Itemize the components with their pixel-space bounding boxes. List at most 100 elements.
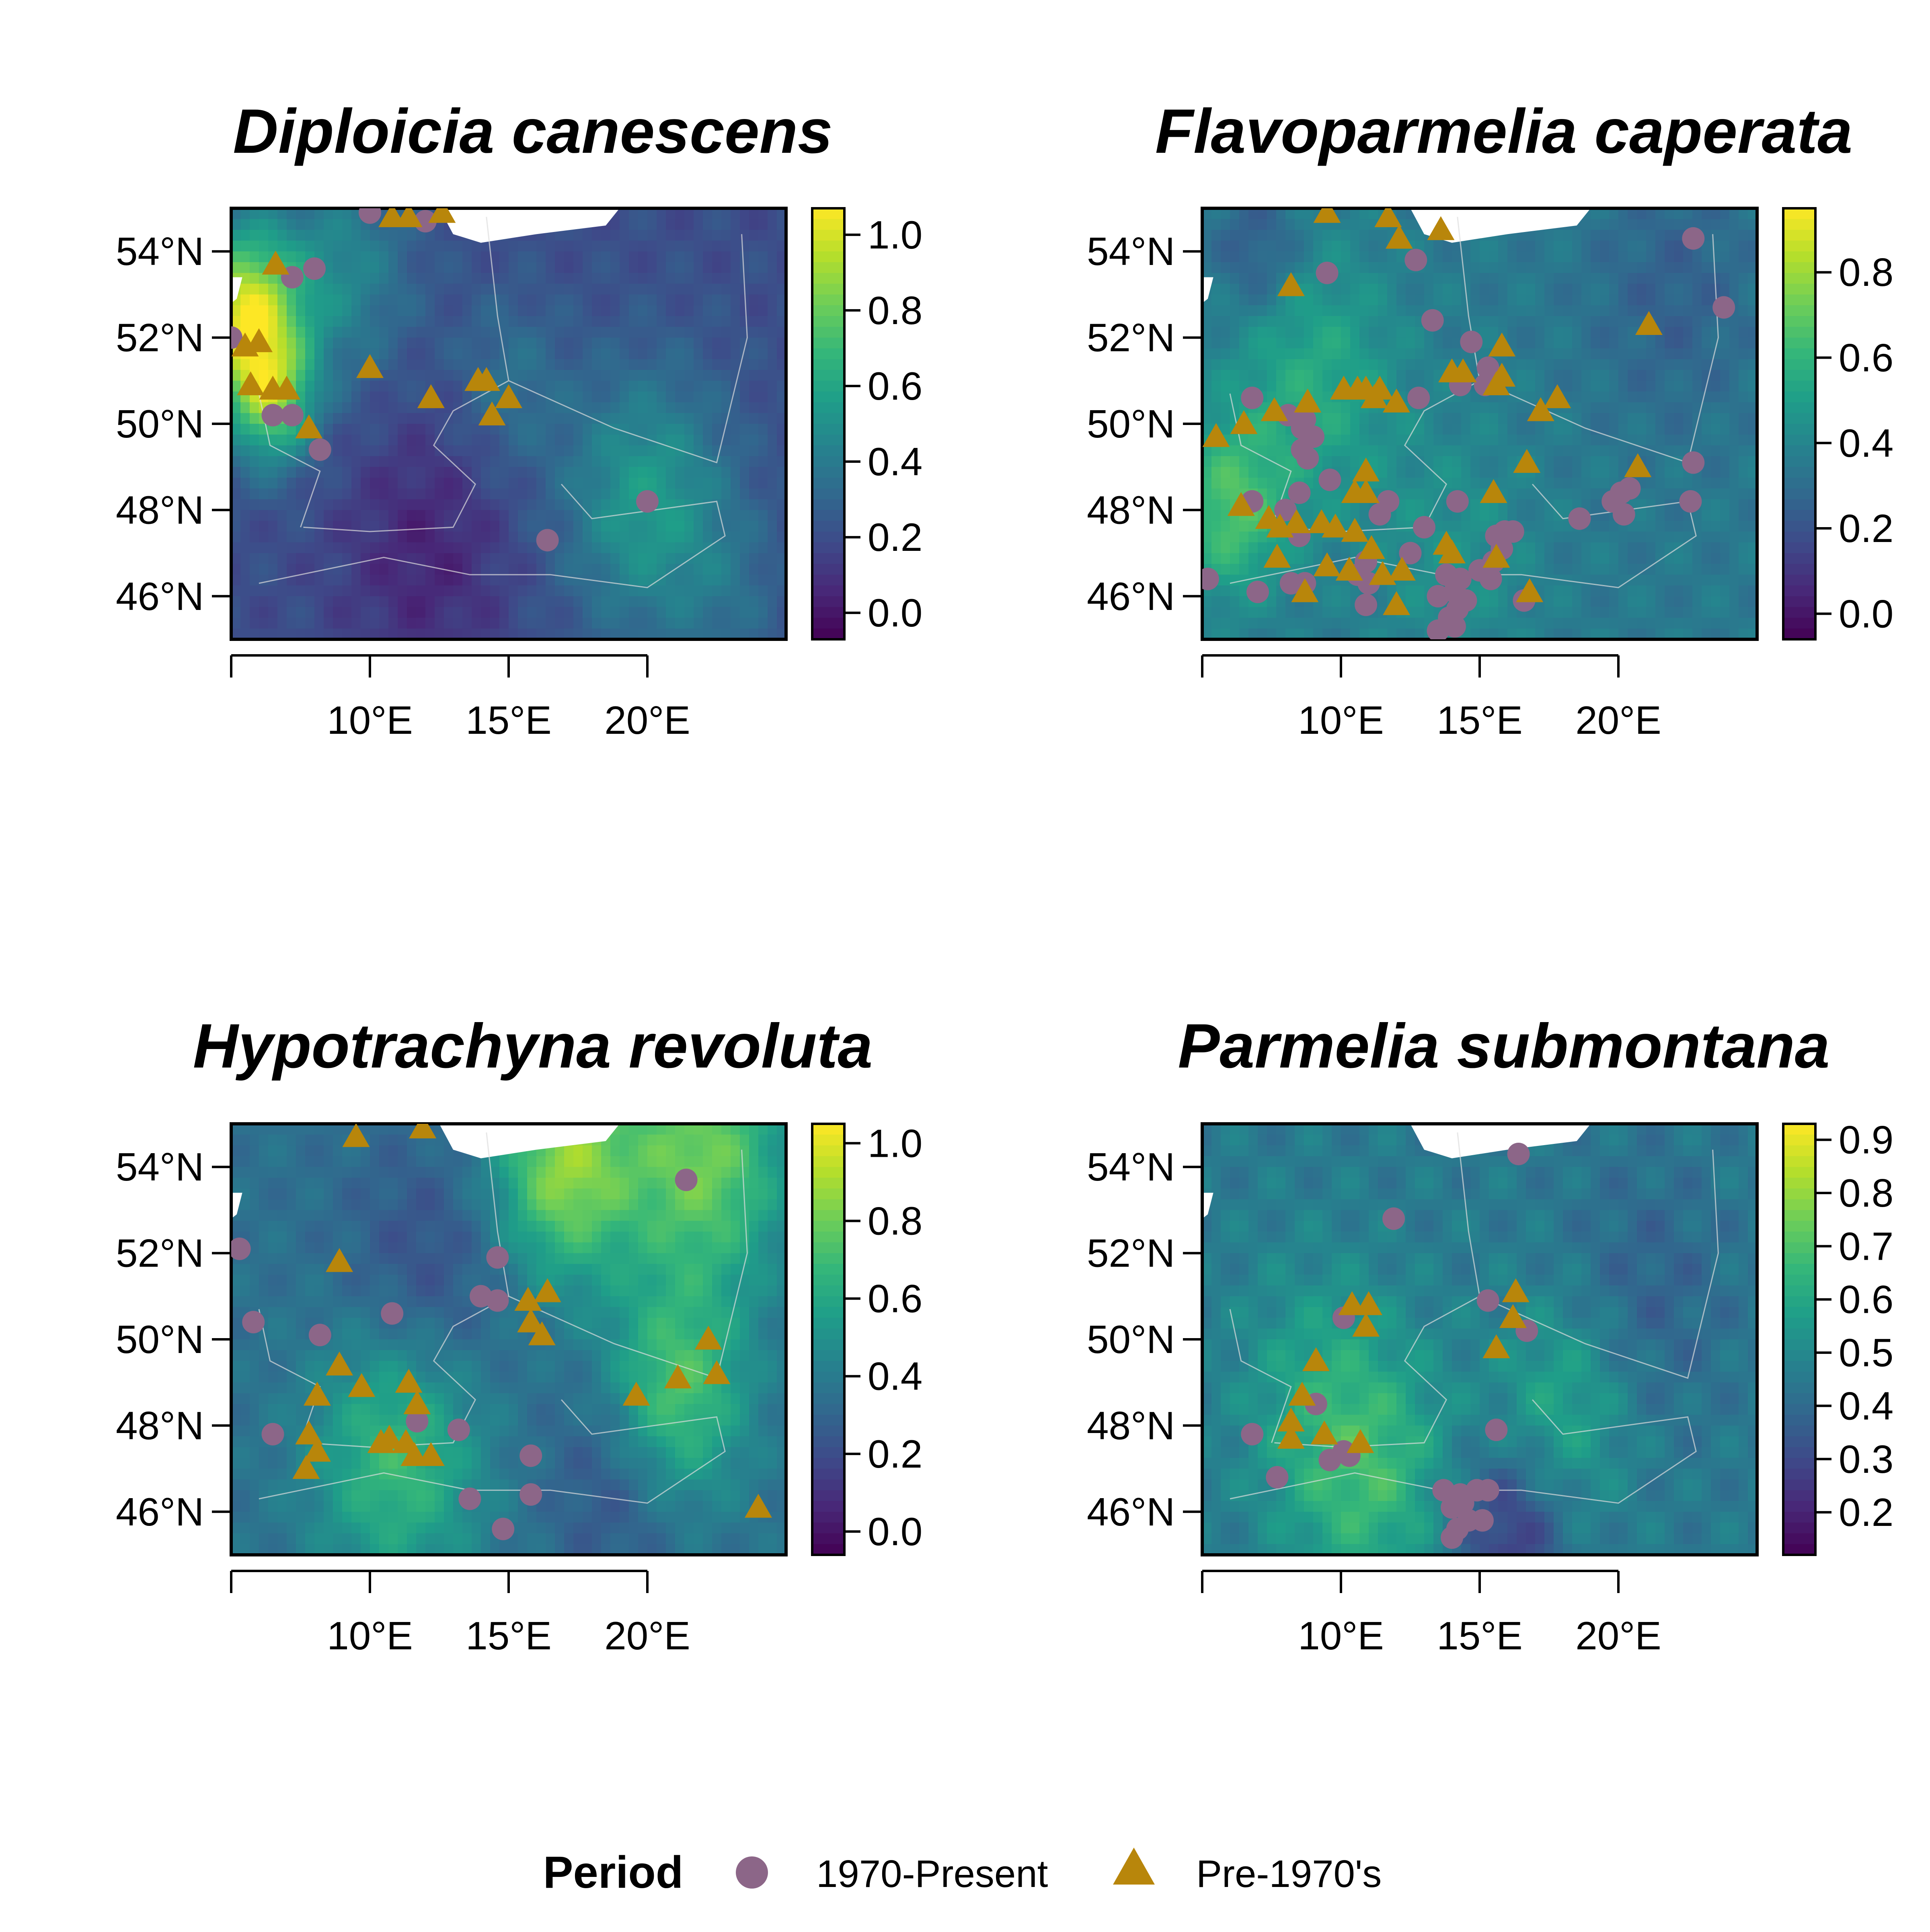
occurrence-1970-present <box>1241 1423 1263 1445</box>
occurrence-1970-present <box>486 1289 509 1312</box>
y-axis: 54°N52°N50°N48°N46°N <box>1087 1145 1202 1534</box>
x-tick-label: 20°E <box>604 1614 690 1658</box>
y-tick-label: 48°N <box>1087 1403 1175 1447</box>
y-tick-label: 46°N <box>116 574 204 618</box>
occurrence-1970-present <box>1404 249 1427 271</box>
occurrence-1970-present <box>1355 593 1377 616</box>
occurrence-1970-present <box>1296 447 1319 470</box>
occurrence-1970-present <box>492 1518 514 1540</box>
y-tick-label: 54°N <box>1087 1145 1175 1189</box>
colorbar-tick-label: 0.0 <box>868 1509 922 1554</box>
y-axis: 54°N52°N50°N48°N46°N <box>116 1145 231 1534</box>
occurrence-1970-present <box>1197 568 1219 590</box>
occurrence-1970-present <box>1246 581 1269 603</box>
occurrence-1970-present <box>1413 516 1435 538</box>
legend-circle-icon <box>736 1856 768 1889</box>
occurrence-1970-present <box>1446 490 1469 513</box>
x-axis: 10°E 15°E 20°E <box>231 655 690 742</box>
colorbar-tick-label: 0.3 <box>1839 1437 1893 1481</box>
occurrence-1970-present <box>1427 585 1450 608</box>
occurrence-1970-present <box>636 490 659 513</box>
legend: Period 1970-Present Pre-1970's <box>543 1847 1382 1897</box>
colorbar-tick-label: 0.9 <box>1839 1118 1893 1162</box>
colorbar-tick-label: 0.4 <box>868 1354 922 1398</box>
y-tick-label: 50°N <box>1087 1317 1175 1361</box>
occurrence-1970-present <box>1382 1207 1405 1230</box>
occurrence-1970-present <box>228 1238 251 1260</box>
legend-label-pre-1970: Pre-1970's <box>1196 1852 1382 1895</box>
occurrence-1970-present <box>486 1246 509 1269</box>
occurrence-1970-present <box>1618 477 1641 500</box>
colorbar-tick-label: 0.4 <box>1839 1384 1893 1428</box>
x-axis: 10°E 15°E 20°E <box>231 1571 690 1658</box>
occurrence-1970-present <box>309 438 331 461</box>
y-tick-label: 52°N <box>116 316 204 360</box>
x-tick-label: 10°E <box>1298 698 1384 742</box>
occurrence-1970-present <box>1485 1419 1507 1441</box>
y-tick-label: 54°N <box>1087 229 1175 273</box>
occurrence-1970-present <box>448 1419 470 1441</box>
x-tick-label: 15°E <box>466 1614 552 1658</box>
occurrence-1970-present <box>1682 227 1704 250</box>
occurrence-1970-present <box>1441 1526 1463 1549</box>
colorbar-tick-label: 0.8 <box>1839 1171 1893 1215</box>
y-tick-label: 54°N <box>116 1145 204 1189</box>
colorbar-tick-label: 0.8 <box>868 288 922 333</box>
x-tick-label: 15°E <box>1437 1614 1523 1658</box>
y-tick-label: 48°N <box>116 488 204 532</box>
colorbar-tick-label: 0.7 <box>1839 1224 1893 1268</box>
occurrence-1970-present <box>1471 1509 1494 1532</box>
x-tick-label: 10°E <box>1298 1614 1384 1658</box>
y-tick-label: 50°N <box>1087 402 1175 446</box>
y-tick-label: 52°N <box>1087 1231 1175 1275</box>
occurrence-1970-present <box>262 404 284 427</box>
legend-title: Period <box>543 1847 684 1897</box>
x-tick-label: 10°E <box>327 698 413 742</box>
y-tick-label: 52°N <box>116 1231 204 1275</box>
occurrence-1970-present <box>1568 507 1591 530</box>
colorbar: 0.80.60.40.20.0 <box>1783 208 1893 640</box>
panel-title: Hypotrachyna revoluta <box>193 1011 873 1081</box>
occurrence-1970-present <box>359 201 381 224</box>
colorbar-tick-label: 0.0 <box>1839 591 1893 636</box>
occurrence-1970-present <box>519 1444 542 1467</box>
occurrence-1970-present <box>1712 296 1735 319</box>
y-tick-label: 50°N <box>116 1317 204 1361</box>
y-tick-label: 54°N <box>116 229 204 273</box>
map-panel: Hypotrachyna revoluta 10°E 15°E 20°E 54°N 52°… <box>116 1011 922 1658</box>
y-axis: 54°N52°N50°N48°N46°N <box>1087 229 1202 618</box>
colorbar-tick-label: 1.0 <box>868 213 922 257</box>
occurrence-1970-present <box>381 1302 403 1325</box>
panel-title: Parmelia submontana <box>1178 1011 1829 1081</box>
occurrence-1970-present <box>1460 331 1482 353</box>
colorbar: 1.00.80.60.40.20.0 <box>812 208 922 640</box>
occurrence-1970-present <box>281 404 304 427</box>
occurrence-1970-present <box>675 1168 698 1191</box>
colorbar-tick-label: 0.8 <box>868 1199 922 1243</box>
occurrence-1970-present <box>1477 1289 1499 1312</box>
colorbar-tick-label: 0.2 <box>1839 1490 1893 1534</box>
occurrence-1970-present <box>1407 387 1430 409</box>
colorbar-tick-label: 0.2 <box>868 1432 922 1476</box>
x-tick-label: 10°E <box>327 1614 413 1658</box>
occurrence-1970-present <box>1613 503 1635 526</box>
occurrence-1970-present <box>262 1423 284 1445</box>
occurrence-1970-present <box>458 1488 481 1510</box>
occurrence-1970-present <box>1682 451 1704 474</box>
occurrence-1970-present <box>303 257 326 280</box>
panel-title: Diploicia canescens <box>233 96 832 166</box>
occurrence-1970-present <box>1421 309 1444 332</box>
occurrence-1970-present <box>1477 1479 1499 1501</box>
x-tick-label: 20°E <box>604 698 690 742</box>
y-tick-label: 46°N <box>1087 574 1175 618</box>
occurrence-1970-present <box>1316 262 1339 284</box>
occurrence-1970-present <box>536 529 559 551</box>
x-tick-label: 15°E <box>466 698 552 742</box>
legend-label-1970-present: 1970-Present <box>816 1852 1048 1895</box>
colorbar: 0.90.80.70.60.50.40.30.2 <box>1783 1118 1893 1555</box>
